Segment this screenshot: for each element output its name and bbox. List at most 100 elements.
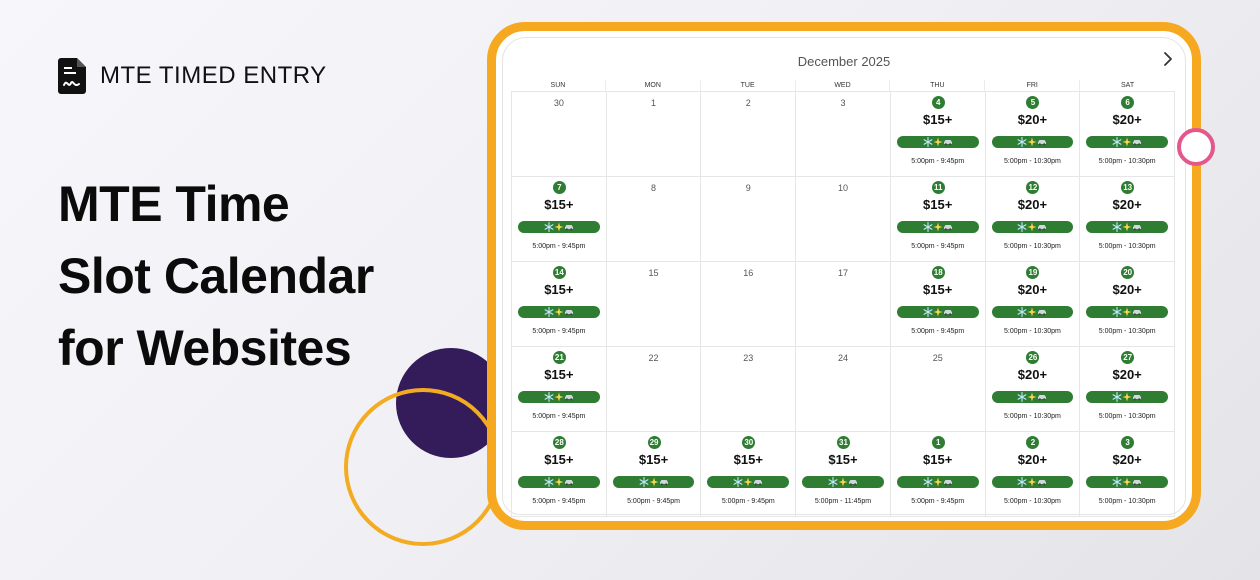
day-number: 22 xyxy=(648,353,659,363)
day-number: 10 xyxy=(837,183,848,193)
calendar-day[interactable]: 2 xyxy=(701,92,797,177)
sparkles-icon xyxy=(1027,222,1037,232)
calendar-day[interactable]: 25 xyxy=(890,347,986,432)
calendar-day-available[interactable]: 1 $15+ 5:00pm - 9:45pm xyxy=(890,432,986,517)
event-pill[interactable] xyxy=(1086,391,1168,403)
brand-name: MTE TIMED ENTRY xyxy=(100,62,327,89)
page-headline: MTE Time Slot Calendar for Websites xyxy=(58,168,438,384)
calendar-day[interactable]: 24 xyxy=(796,347,891,432)
event-pill[interactable] xyxy=(991,221,1074,233)
calendar-day-available[interactable]: 12 $20+ 5:00pm - 10:30pm xyxy=(985,177,1081,262)
calendar-day[interactable]: 16 xyxy=(701,262,797,347)
event-pill[interactable] xyxy=(1086,221,1168,233)
car-icon xyxy=(1133,310,1142,316)
calendar-day-available[interactable]: 3 $20+ 5:00pm - 10:30pm xyxy=(1080,432,1175,517)
event-pill[interactable] xyxy=(896,136,979,148)
day-number-badge: 4 xyxy=(931,96,945,109)
snowflake-icon xyxy=(544,392,554,402)
calendar-day-available[interactable]: 6 $20+ 5:00pm - 10:30pm xyxy=(1080,92,1175,177)
day-number-badge: 29 xyxy=(647,436,661,449)
calendar-day-available[interactable]: 2 $20+ 5:00pm - 10:30pm xyxy=(985,432,1081,517)
event-pill[interactable] xyxy=(991,306,1074,318)
time-range: 5:00pm - 10:30pm xyxy=(1098,413,1156,420)
event-pill[interactable] xyxy=(518,221,600,233)
day-number-badge: 6 xyxy=(1121,96,1135,109)
event-pill[interactable] xyxy=(896,476,979,488)
weekday-header: SUN MON TUE WED THU FRI SAT xyxy=(511,80,1175,91)
snowflake-icon xyxy=(1112,392,1122,402)
sparkles-icon xyxy=(933,222,943,232)
calendar-day-available[interactable]: 28 $15+ 5:00pm - 9:45pm xyxy=(512,432,607,517)
calendar-day[interactable]: 8 xyxy=(606,177,702,262)
day-number-badge: 11 xyxy=(931,181,945,194)
snowflake-icon xyxy=(1017,477,1027,487)
time-range: 5:00pm - 9:45pm xyxy=(911,158,965,165)
event-pill[interactable] xyxy=(1086,136,1168,148)
calendar-day-available[interactable]: 26 $20+ 5:00pm - 10:30pm xyxy=(985,347,1081,432)
calendar-day-available[interactable]: 29 $15+ 5:00pm - 9:45pm xyxy=(606,432,702,517)
event-pill[interactable] xyxy=(1086,476,1168,488)
sparkles-icon xyxy=(933,307,943,317)
sparkles-icon xyxy=(1122,307,1132,317)
price-label: $15+ xyxy=(923,197,953,212)
day-number: 24 xyxy=(837,353,848,363)
price-label: $15+ xyxy=(923,282,953,297)
price-label: $20+ xyxy=(1112,112,1142,127)
calendar-day-available[interactable]: 30 $15+ 5:00pm - 9:45pm xyxy=(701,432,797,517)
time-range: 5:00pm - 10:30pm xyxy=(1004,328,1061,335)
calendar-day[interactable]: 10 xyxy=(796,177,891,262)
calendar-day-available[interactable]: 27 $20+ 5:00pm - 10:30pm xyxy=(1080,347,1175,432)
event-pill[interactable] xyxy=(518,391,600,403)
calendar-day-available[interactable]: 14 $15+ 5:00pm - 9:45pm xyxy=(512,262,607,347)
calendar-day[interactable]: 22 xyxy=(606,347,702,432)
price-label: $15+ xyxy=(828,452,858,467)
snowflake-icon xyxy=(923,307,933,317)
chevron-right-icon xyxy=(1164,52,1172,66)
calendar-day[interactable]: 3 xyxy=(796,92,891,177)
calendar-day-available[interactable]: 11 $15+ 5:00pm - 9:45pm xyxy=(890,177,986,262)
event-pill[interactable] xyxy=(612,476,695,488)
sparkles-icon xyxy=(1122,392,1132,402)
calendar-day-available[interactable]: 4 $15+ 5:00pm - 9:45pm xyxy=(890,92,986,177)
day-number-badge: 13 xyxy=(1121,181,1135,194)
day-number-badge: 27 xyxy=(1121,351,1135,364)
event-pill[interactable] xyxy=(991,391,1074,403)
snowflake-icon xyxy=(1017,222,1027,232)
event-pill[interactable] xyxy=(991,476,1074,488)
event-pill[interactable] xyxy=(896,306,979,318)
event-pill[interactable] xyxy=(707,476,790,488)
event-pill[interactable] xyxy=(1086,306,1168,318)
calendar-day-available[interactable]: 19 $20+ 5:00pm - 10:30pm xyxy=(985,262,1081,347)
calendar-day-available[interactable]: 18 $15+ 5:00pm - 9:45pm xyxy=(890,262,986,347)
event-pill[interactable] xyxy=(802,476,884,488)
event-pill[interactable] xyxy=(518,476,600,488)
sparkles-icon xyxy=(1027,477,1037,487)
time-range: 5:00pm - 9:45pm xyxy=(532,328,586,335)
calendar-day[interactable]: 30 xyxy=(512,92,607,177)
calendar-day-available[interactable]: 31 $15+ 5:00pm - 11:45pm xyxy=(796,432,891,517)
snowflake-icon xyxy=(1112,307,1122,317)
calendar-day[interactable]: 1 xyxy=(606,92,702,177)
next-month-button[interactable] xyxy=(1157,48,1179,70)
day-number-badge: 12 xyxy=(1026,181,1040,194)
snowflake-icon xyxy=(544,307,554,317)
car-icon xyxy=(564,480,573,486)
event-pill[interactable] xyxy=(896,221,979,233)
calendar-day[interactable]: 17 xyxy=(796,262,891,347)
car-icon xyxy=(1133,140,1142,146)
calendar-day-available[interactable]: 7 $15+ 5:00pm - 9:45pm xyxy=(512,177,607,262)
event-pill[interactable] xyxy=(991,136,1074,148)
calendar-day-available[interactable]: 13 $20+ 5:00pm - 10:30pm xyxy=(1080,177,1175,262)
calendar-day[interactable]: 15 xyxy=(606,262,702,347)
calendar-day[interactable]: 9 xyxy=(701,177,797,262)
weekday-thu: THU xyxy=(890,80,986,91)
car-icon xyxy=(1133,225,1142,231)
calendar-day-available[interactable]: 5 $20+ 5:00pm - 10:30pm xyxy=(985,92,1081,177)
sparkles-icon xyxy=(838,477,848,487)
day-number-badge: 3 xyxy=(1121,436,1135,449)
event-pill[interactable] xyxy=(518,306,600,318)
calendar-day-available[interactable]: 20 $20+ 5:00pm - 10:30pm xyxy=(1080,262,1175,347)
calendar-day[interactable]: 23 xyxy=(701,347,797,432)
price-label: $20+ xyxy=(1112,197,1142,212)
calendar-day-available[interactable]: 21 $15+ 5:00pm - 9:45pm xyxy=(512,347,607,432)
